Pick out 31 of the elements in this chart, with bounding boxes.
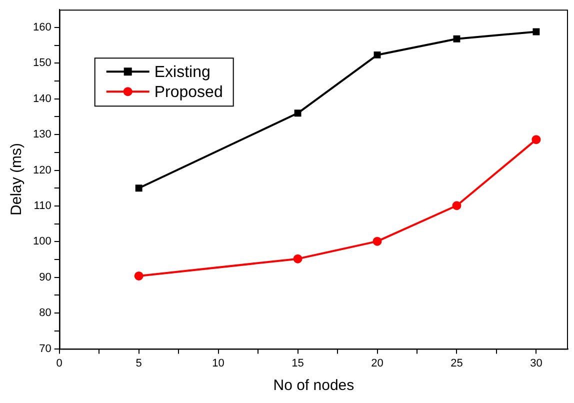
y-tick-label: 140 — [32, 92, 52, 105]
x-tick-label: 20 — [371, 357, 384, 370]
point — [453, 35, 460, 42]
x-tick-label: 0 — [56, 357, 62, 370]
point — [294, 110, 302, 117]
y-tick-label: 100 — [32, 236, 52, 248]
x-axis-title: No of nodes — [273, 377, 354, 394]
y-tick-label: 130 — [32, 128, 52, 141]
y-axis-title: Delay (ms) — [8, 142, 26, 216]
point — [532, 135, 541, 144]
x-tick-label: 5 — [136, 357, 142, 370]
point — [452, 201, 462, 210]
y-tick-label: 150 — [32, 57, 52, 70]
y-tick-label: 90 — [39, 271, 52, 284]
x-tick-label: 15 — [292, 357, 304, 370]
point — [372, 236, 382, 246]
y-tick-label: 80 — [39, 307, 52, 320]
y-tick-label: 110 — [34, 200, 52, 212]
legend-label: Existing — [154, 64, 210, 82]
x-tick-label: 30 — [530, 357, 542, 370]
y-tick-label: 70 — [39, 342, 52, 355]
point — [532, 28, 540, 36]
legend-label: Proposed — [154, 84, 223, 102]
point — [134, 271, 144, 280]
point — [374, 51, 381, 58]
x-tick-label: 25 — [450, 357, 463, 370]
y-tick-label: 120 — [32, 164, 52, 176]
y-tick-label: 160 — [32, 21, 52, 34]
x-tick-label: 10 — [212, 357, 224, 370]
point — [135, 184, 142, 192]
point — [293, 254, 302, 264]
